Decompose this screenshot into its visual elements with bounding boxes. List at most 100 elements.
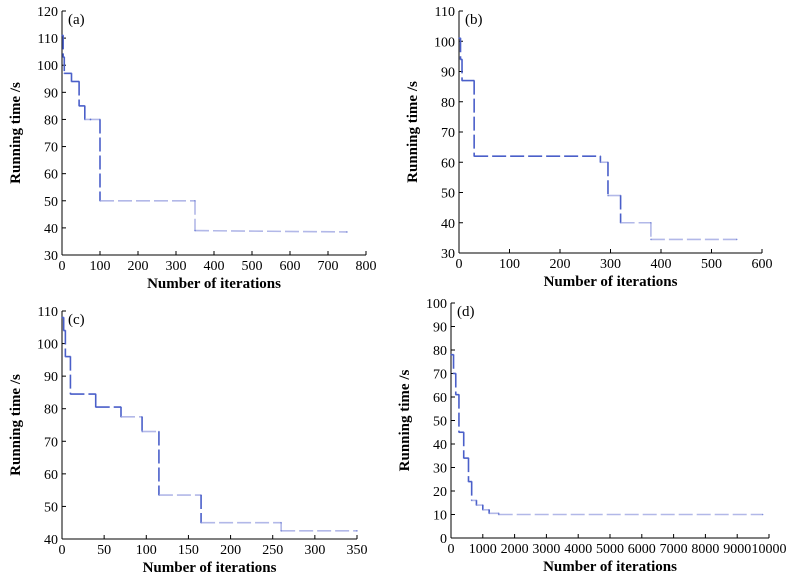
y-tick-label: 80 [433,344,447,359]
y-tick-label: 60 [441,156,455,171]
data-point [64,355,67,358]
data-point [607,194,609,197]
y-tick-label: 80 [44,113,58,128]
data-point [69,355,72,358]
data-point [599,155,602,157]
x-tick-label: 200 [128,259,149,274]
y-axis-label: Running time /s [405,81,421,183]
y-tick-label: 60 [44,168,58,183]
data-point [62,316,65,319]
data-point [70,72,73,75]
data-point [200,494,202,496]
data-point [120,406,122,408]
y-tick-label: 100 [426,297,447,312]
x-tick-label: 400 [651,257,672,272]
y-tick-label: 120 [37,5,58,20]
x-tick-label: 600 [752,257,773,272]
data-point [280,521,282,524]
data-point [452,353,455,356]
x-tick-label: 500 [701,257,722,272]
data-point [619,221,622,224]
x-tick-label: 4000 [564,542,592,557]
data-point [62,329,65,332]
x-tick-label: 6000 [628,542,656,557]
data-point [462,457,465,459]
data-point [458,37,460,40]
panel-label: (b) [465,12,483,28]
panel-label: (c) [68,312,85,328]
data-point [475,499,478,502]
x-axis-label: Number of iterations [143,560,277,576]
y-tick-label: 40 [441,217,455,232]
data-point [280,530,282,532]
x-tick-label: 100 [90,259,111,274]
y-tick-label: 50 [44,500,58,515]
data-point [473,155,475,157]
data-point [62,56,64,58]
y-axis-label: Running time /s [8,374,24,476]
y-tick-label: 90 [44,370,58,385]
data-point [488,509,490,511]
data-point [141,416,143,418]
y-tick-label: 90 [433,321,447,336]
data-point [459,37,462,40]
y-tick-label: 90 [441,66,455,81]
data-point [63,72,66,75]
data-point [63,56,66,58]
x-tick-label: 400 [204,259,225,274]
data-point [619,194,622,197]
panel-label: (a) [68,12,85,28]
y-tick-label: 90 [44,86,58,101]
data-point [141,430,143,433]
x-tick-label: 250 [262,543,283,558]
data-point [69,393,72,395]
data-point [482,509,484,511]
y-tick-label: 30 [44,249,58,264]
y-tick-label: 30 [433,462,447,477]
data-point [475,504,478,506]
data-point [84,105,86,107]
panel-d: 0 1000 2000 3000 4000 5000 6000 7000 8000 9000 100… [397,297,787,575]
y-tick-label: 110 [38,32,58,47]
y-tick-label: 70 [433,368,447,383]
data-point [346,231,348,233]
data-point [470,480,473,483]
y-tick-label: 40 [44,533,58,548]
x-axis-label: Number of iterations [544,274,678,290]
y-tick-label: 70 [44,435,58,450]
data-point [452,372,455,375]
y-tick-label: 60 [44,468,58,483]
x-tick-label: 0 [448,542,455,557]
data-point [64,329,67,332]
data-point [650,221,652,224]
x-tick-label: 0 [59,543,66,558]
x-axis-label: Number of iterations [147,276,281,292]
y-tick-label: 60 [433,391,447,406]
x-tick-label: 7000 [660,542,688,557]
data-point [62,34,64,37]
data-point [761,513,764,516]
data-point [200,521,202,524]
x-tick-label: 9000 [723,542,751,557]
y-tick-label: 0 [440,532,447,547]
data-point [462,431,465,434]
data-point [84,118,86,121]
panel-label: (d) [457,304,475,320]
x-tick-label: 350 [347,543,368,558]
x-tick-label: 2000 [501,542,529,557]
y-tick-label: 20 [433,485,447,500]
data-point [461,58,463,61]
series-segment [194,229,348,233]
y-tick-label: 30 [441,247,455,262]
x-tick-label: 50 [97,543,111,558]
panel-c: 0 50 100 150 200 250 300 350 40 50 60 70 80 90 100 110 N… [8,305,368,576]
y-axis-label: Running time /s [397,369,413,471]
x-tick-label: 500 [242,259,263,274]
x-tick-label: 800 [356,259,377,274]
data-point [470,499,473,502]
data-point [158,494,160,496]
data-point [497,512,500,515]
data-point [450,353,452,356]
x-tick-label: 0 [456,257,463,272]
